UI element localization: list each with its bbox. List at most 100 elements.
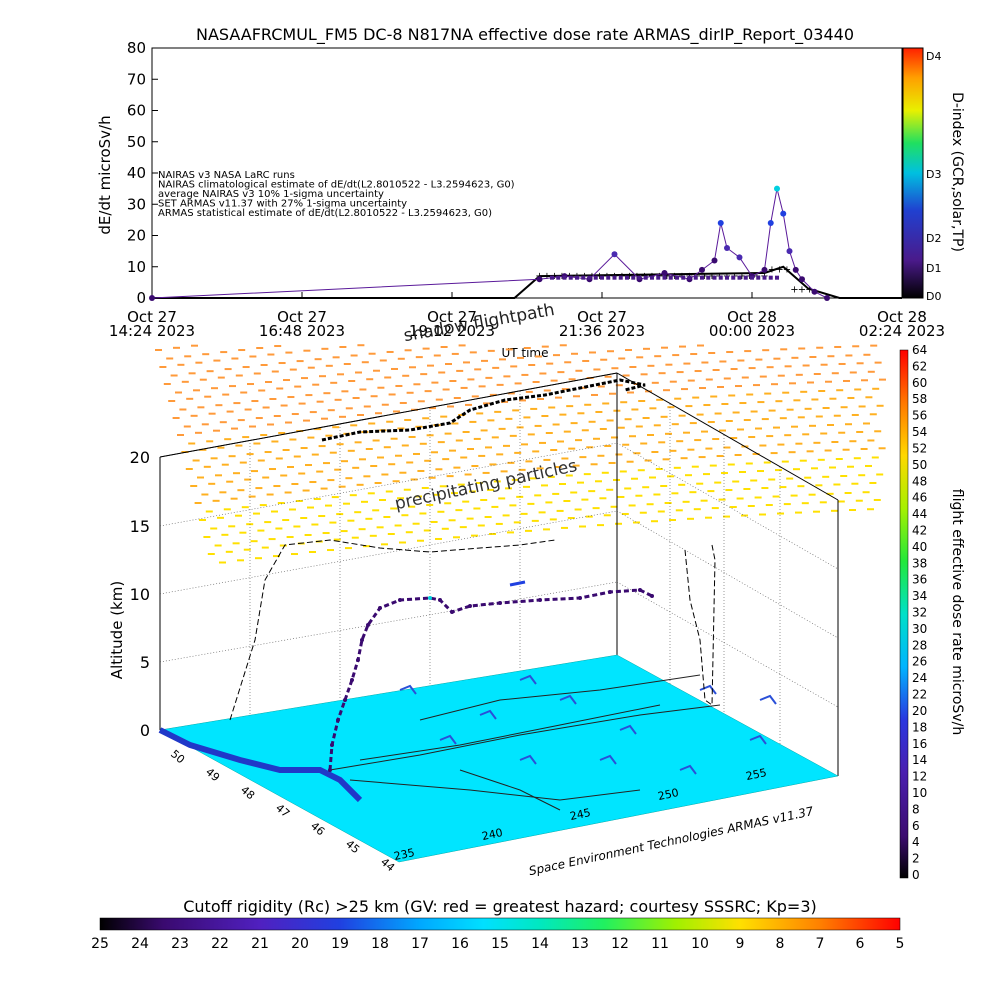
dose-tick: 18 (912, 720, 927, 734)
x-tick-label: 02:24 2023 (859, 322, 945, 340)
x-tick-label: Oct 27 (427, 308, 477, 326)
rigidity-tick: 15 (491, 936, 509, 952)
armas-point (736, 254, 743, 261)
armas-band-marker (762, 275, 767, 280)
map-blob (519, 754, 537, 765)
dose-tick: 56 (912, 409, 927, 423)
dose-tick: 50 (912, 458, 927, 472)
track-point (336, 718, 340, 722)
track-high-segment (509, 580, 526, 587)
x-tick-label: 19:12 2023 (409, 322, 495, 340)
nairas-marker: + (798, 285, 806, 296)
rigidity-tick: 9 (736, 936, 745, 952)
armas-point (811, 288, 818, 295)
rigidity-tick: 19 (331, 936, 349, 952)
map-blob (559, 694, 577, 705)
dose-tick: 60 (912, 376, 927, 390)
armas-band-marker (693, 275, 698, 280)
rigidity-tick: 6 (856, 936, 865, 952)
dose-tick: 8 (912, 802, 920, 816)
armas-band-marker (725, 275, 729, 280)
nairas-marker: + (700, 271, 708, 282)
z-tick-label: 10 (130, 585, 150, 604)
x-tick-label: Oct 27 (127, 308, 177, 326)
armas-band-marker (756, 275, 761, 280)
dose-tick: 16 (912, 737, 927, 751)
rigidity-tick: 23 (171, 936, 189, 952)
nairas-marker: + (775, 264, 783, 275)
z-tick-label: 20 (130, 448, 150, 467)
x-tick-label: Oct 28 (877, 308, 927, 326)
track-point (378, 606, 382, 610)
rigidity-ticks: 25 24 23 22 21 20 19 18 17 16 15 14 13 12 11 10 9 8 7 6 5 (91, 936, 904, 952)
armas-point (761, 266, 768, 273)
track-point (328, 768, 332, 772)
map-blob (619, 724, 637, 735)
armas-band-marker (593, 275, 598, 280)
legend-item: average NAIRAS v3 10% 1-sigma uncertaint… (158, 189, 384, 200)
shadow-flightpath-wall (229, 539, 556, 721)
armas-band-marker (681, 275, 686, 280)
armas-point (699, 266, 705, 273)
y-tick-label: 20 (127, 227, 146, 245)
latitude-tick-label: 50 (168, 747, 187, 766)
rigidity-tick: 11 (651, 936, 669, 952)
dose-colorbar-label: flight effective dose rate microSv/h (949, 489, 965, 735)
armas-point (786, 248, 793, 255)
armas-point (611, 251, 618, 258)
longitude-tick-label: 250 (657, 786, 680, 803)
nairas-marker: + (738, 271, 746, 282)
armas-band-marker (581, 275, 586, 280)
armas-band-marker (631, 275, 636, 280)
nairas-marker: + (790, 285, 798, 296)
armas-band-marker (568, 275, 573, 280)
dose-tick: 64 (912, 343, 927, 357)
rigidity-tick: 13 (571, 936, 589, 952)
armas-band-marker (675, 275, 679, 280)
rigidity-colorbar (99, 917, 901, 931)
nairas-marker: + (768, 264, 776, 275)
y-axis: 0 10 20 30 40 50 60 70 80 (127, 39, 158, 307)
armas-band-marker (743, 275, 748, 280)
armas-band-marker (606, 275, 611, 280)
nairas-series-line (152, 265, 902, 299)
track-point (650, 594, 654, 598)
rigidity-tick: 12 (611, 936, 629, 952)
rigidity-tick: 16 (451, 936, 469, 952)
x-tick-label: 00:00 2023 (709, 322, 795, 340)
dose-tick: 10 (912, 786, 927, 800)
nairas-marker: + (670, 271, 678, 282)
map-line (419, 674, 701, 721)
map-blob (399, 684, 417, 695)
nairas-marker: + (595, 271, 603, 282)
armas-band-marker (618, 275, 623, 280)
armas-point (767, 220, 774, 226)
armas-band-marker (587, 275, 592, 280)
dose-tick: 14 (912, 753, 927, 767)
rigidity-label: Cutoff rigidity (Rc) >25 km (GV: red = g… (183, 897, 817, 916)
y-tick-label: 0 (136, 289, 146, 307)
dose-tick: 12 (912, 770, 927, 784)
track-point (350, 678, 354, 682)
dose-tick: 30 (912, 622, 927, 636)
dose-tick: 32 (912, 606, 927, 620)
y-tick-label: 50 (127, 133, 146, 151)
armas-band-marker (637, 275, 642, 280)
map-line (359, 704, 661, 761)
longitude-tick-label: 240 (481, 826, 504, 843)
armas-band-marker (662, 275, 667, 280)
track-point (343, 698, 347, 702)
dose-tick: 42 (912, 523, 927, 537)
track-point (450, 610, 454, 614)
3d-grid (159, 391, 839, 745)
rigidity-tick: 25 (91, 936, 109, 952)
map-features (158, 674, 777, 811)
z-tick-label: 5 (140, 653, 150, 672)
dose-tick: 48 (912, 474, 927, 488)
dose-tick: 36 (912, 573, 927, 587)
flight-track-3d (328, 580, 654, 772)
z-tick-label: 15 (130, 517, 150, 536)
rigidity-tick: 7 (816, 936, 825, 952)
x-tick-label: 14:24 2023 (109, 322, 195, 340)
